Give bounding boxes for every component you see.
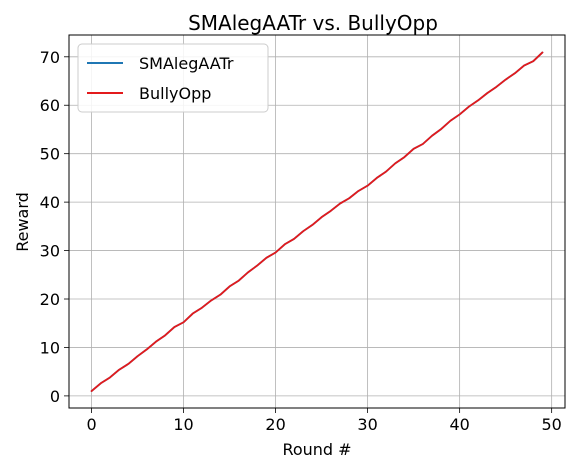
y-tick-label: 60 xyxy=(40,96,60,115)
x-tick-label: 20 xyxy=(265,415,285,434)
plot-frame xyxy=(68,34,566,409)
y-tick-label: 10 xyxy=(40,338,60,357)
legend-box xyxy=(77,43,269,113)
plot-series xyxy=(90,51,544,392)
y-axis-label: Reward xyxy=(13,192,32,252)
x-tick-label: 0 xyxy=(86,415,96,434)
y-tick-label: 40 xyxy=(40,193,60,212)
x-axis-label: Round # xyxy=(282,440,351,459)
y-tick-label: 50 xyxy=(40,145,60,164)
legend-label-smalegaatr: SMAlegAATr xyxy=(139,54,234,73)
x-tick-label: 40 xyxy=(449,415,469,434)
legend: SMAlegAATr BullyOpp xyxy=(77,43,269,113)
legend-label-bullyopp: BullyOpp xyxy=(139,84,211,103)
y-tick-label: 30 xyxy=(40,242,60,261)
x-tick-label: 50 xyxy=(541,415,561,434)
axis-ticks: 0 10 20 30 40 50 0 10 20 30 40 50 60 70 xyxy=(40,48,562,434)
y-tick-label: 0 xyxy=(50,387,60,406)
chart-title: SMAlegAATr vs. BullyOpp xyxy=(188,11,438,35)
x-tick-label: 30 xyxy=(357,415,377,434)
grid-lines xyxy=(69,35,565,408)
series-line-bullyopp xyxy=(90,51,544,392)
y-tick-label: 70 xyxy=(40,48,60,67)
x-tick-label: 10 xyxy=(173,415,193,434)
y-tick-label: 20 xyxy=(40,290,60,309)
